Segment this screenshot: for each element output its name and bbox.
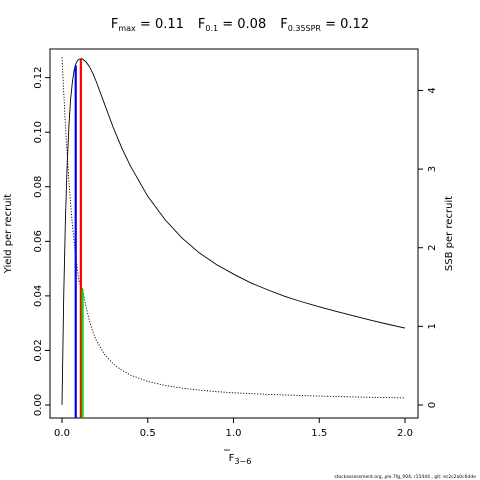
x-axis-title: F3−6 <box>224 449 252 466</box>
y-left-tick-label: 0.00 <box>33 394 44 416</box>
y-axis-right: 0 1 2 3 4 <box>418 87 438 408</box>
title-value: = 0.12 <box>321 17 369 32</box>
series-group <box>61 57 406 406</box>
y-axis-right-title: SSB per recruit <box>444 196 455 271</box>
title-subscript: 0.1 <box>205 24 218 33</box>
y-right-tick-label: 2 <box>427 245 438 251</box>
series-ssb-per-recruit <box>61 57 406 399</box>
title-subscript: 0.35SPR <box>288 24 322 33</box>
title-value: = 0.08 <box>218 17 266 32</box>
plot-frame <box>49 48 419 419</box>
title-subscript: max <box>118 24 136 33</box>
x-axis-title-text: F3−6 <box>229 453 252 466</box>
x-tick-label: 2.0 <box>397 428 413 439</box>
footer-note: stockassessment.org, ple.7fg_004, r15444… <box>334 474 476 480</box>
title-text: Fmax = 0.11 F0.1 = 0.08 F0.35SPR = 0.12 <box>111 17 369 33</box>
chart-title: Fmax = 0.11 F0.1 = 0.08 F0.35SPR = 0.12 <box>111 17 369 33</box>
y-right-tick-label: 3 <box>427 166 438 172</box>
x-tick-label: 0.5 <box>140 428 156 439</box>
title-symbol: F <box>280 17 287 32</box>
y-left-tick-label: 0.02 <box>33 339 44 361</box>
y-left-tick-label: 0.12 <box>33 67 44 89</box>
y-left-tick-label: 0.06 <box>33 230 44 252</box>
y-right-tick-label: 1 <box>427 323 438 329</box>
x-tick-label: 1.0 <box>226 428 242 439</box>
x-axis-title-subscript: 3−6 <box>234 457 251 466</box>
y-right-tick-label: 0 <box>427 402 438 408</box>
y-axis-left: 0.00 0.02 0.04 0.06 0.08 0.10 0.12 <box>33 67 50 416</box>
y-axis-left-title: Yield per recruit <box>3 194 14 275</box>
title-symbol: F <box>198 17 205 32</box>
reference-lines <box>74 58 84 418</box>
x-axis-title-symbol: F <box>229 453 235 464</box>
y-right-tick-label: 4 <box>427 87 438 93</box>
y-left-tick-label: 0.08 <box>33 176 44 198</box>
title-symbol: F <box>111 17 118 32</box>
x-tick-label: 1.5 <box>311 428 327 439</box>
title-value: = 0.11 <box>136 17 184 32</box>
series-yield-per-recruit <box>61 58 406 406</box>
y-left-tick-label: 0.10 <box>33 121 44 143</box>
x-axis: 0.0 0.5 1.0 1.5 2.0 <box>54 418 413 439</box>
x-tick-label: 0.0 <box>54 428 70 439</box>
y-left-tick-label: 0.04 <box>33 285 44 307</box>
